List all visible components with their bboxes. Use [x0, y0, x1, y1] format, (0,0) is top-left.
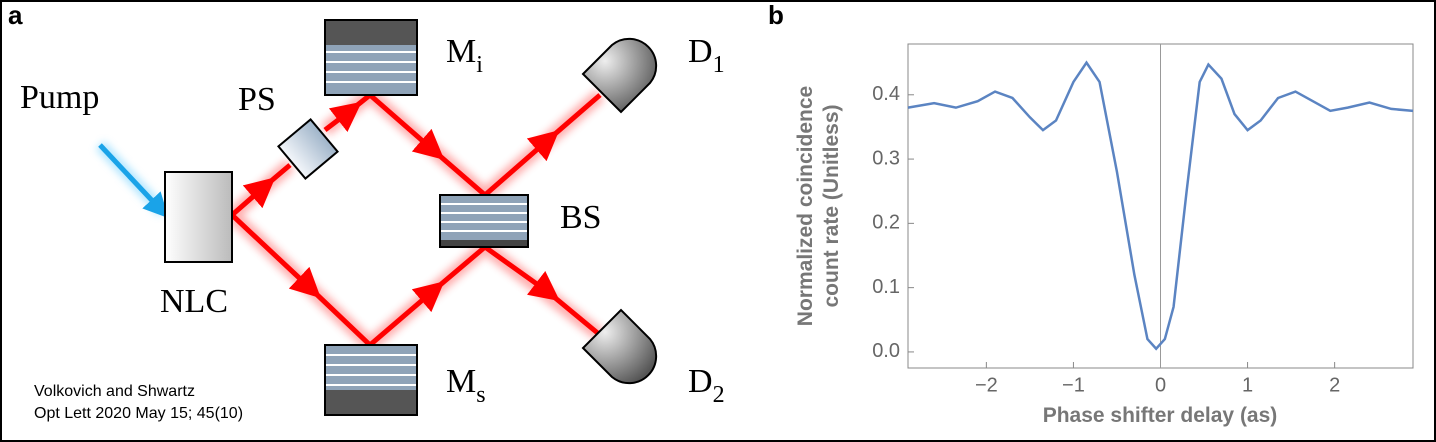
- nlc-label: NLC: [160, 283, 228, 320]
- x-axis-label: Phase shifter delay (as): [1043, 404, 1278, 427]
- x-tick-label: 2: [1329, 374, 1340, 396]
- y-tick-label: 0.4: [872, 83, 900, 105]
- label-sub: i: [476, 52, 483, 78]
- detector-1: [581, 37, 658, 114]
- bs-label: BS: [560, 199, 602, 236]
- y-axis-label: count rate (Unitless): [820, 104, 843, 307]
- nlc-crystal: [164, 171, 233, 263]
- citation: Opt Lett 2020 May 15; 45(10): [34, 405, 243, 422]
- y-tick-label: 0.1: [872, 276, 900, 298]
- x-tick-label: −1: [1062, 374, 1085, 396]
- beams: [95, 85, 605, 355]
- d1-label: D1: [688, 33, 725, 78]
- panel-label: a: [8, 0, 23, 30]
- ps-label: PS: [238, 81, 276, 118]
- y-tick-label: 0.0: [872, 340, 900, 362]
- y-tick-label: 0.2: [872, 212, 900, 234]
- pump-label: Pump: [20, 79, 99, 116]
- panel-label: b: [768, 0, 784, 30]
- x-tick-label: −2: [975, 374, 998, 396]
- detector-2: [581, 308, 658, 385]
- y-axis-label: Normalized coincidence: [794, 86, 817, 326]
- label-main: D: [688, 363, 713, 400]
- mirror-s: [324, 344, 418, 416]
- ms-label: Ms: [446, 363, 486, 408]
- y-tick-label: 0.3: [872, 147, 900, 169]
- label-main: M: [446, 363, 476, 400]
- d2-label: D2: [688, 363, 725, 408]
- data-line: [907, 60, 1414, 351]
- label-sub: s: [476, 382, 485, 408]
- mirror-i: [324, 19, 418, 96]
- label-sub: 2: [713, 382, 725, 408]
- x-tick-label: 0: [1155, 374, 1166, 396]
- phase-shifter: [277, 118, 339, 180]
- citation: Volkovich and Shwartz: [34, 383, 195, 400]
- label-main: M: [446, 33, 476, 70]
- x-tick-label: 1: [1242, 374, 1253, 396]
- beam-splitter: [439, 194, 529, 248]
- label-main: D: [688, 33, 713, 70]
- label-sub: 1: [713, 52, 725, 78]
- mi-label: Mi: [446, 33, 483, 78]
